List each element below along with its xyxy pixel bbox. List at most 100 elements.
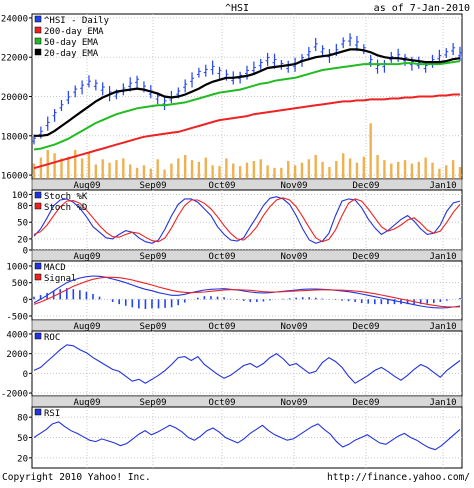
volume-bar [135,167,139,179]
volume-bar [115,160,118,179]
y-tick-label: 100 [12,191,28,201]
x-tick-label: Sep09 [139,252,166,262]
x-tick-label: Dec09 [352,398,379,408]
panel-frame [31,406,463,469]
volume-bar [451,160,455,179]
volume-bar [348,158,352,179]
x-tick-label: Nov09 [280,322,307,332]
legend-swatch [34,262,42,270]
volume-bar [149,168,153,179]
series-line-signal [33,276,461,308]
y-tick-label: 80 [17,414,28,424]
y-tick-label: 0 [23,370,28,380]
y-tick-label: 1000 [6,263,28,273]
x-tick-label: Oct09 [208,322,235,332]
y-tick-label: 80 [17,202,28,212]
x-tick-label: Jan10 [429,398,456,408]
volume-bar [80,158,84,179]
volume-bar [362,156,366,179]
y-tick-label: 24000 [1,14,28,24]
volume-bar [287,161,290,179]
volume-bar [273,167,276,179]
copyright-text: Copyright 2010 Yahoo! Inc. [2,472,151,483]
volume-bar [307,159,311,179]
series-line-roc [33,344,461,384]
ticker-title: ^HSI [225,3,249,14]
source-link[interactable]: http://finance.yahoo.com/ [327,472,470,483]
y-tick-label: 50 [17,219,28,229]
volume-bar [245,162,249,179]
x-tick-label: Nov09 [280,252,307,262]
legend-swatch [34,48,42,56]
x-tick-label: Jan10 [429,322,456,332]
volume-bar [225,158,228,179]
volume-bar [376,155,379,179]
x-tick-label: Nov09 [280,181,307,191]
volume-bar [60,158,63,179]
volume-bar [32,163,36,179]
y-tick-label: 20 [17,235,28,245]
legend-label: Stoch %K [44,192,88,202]
panel-stochastic [29,189,463,262]
volume-bar [321,161,324,179]
volume-bar [87,152,91,179]
volume-bar [108,162,111,179]
volume-bar [424,157,427,179]
y-tick-label: 20 [17,454,28,464]
series-line-rsi [33,421,461,451]
y-tick-label: 50 [17,434,28,444]
volume-bar [403,160,407,179]
panel-rsi [29,406,463,469]
series-line-stoch-d [33,197,461,243]
legend-label: 20-day EMA [44,49,99,59]
x-tick-label: Nov09 [280,398,307,408]
y-tick-label: 500 [12,279,28,289]
volume-bar [197,161,201,179]
legend-label: ^HSI - Daily [44,16,110,26]
legend-swatch [34,15,42,23]
legend-label: RSI [44,409,60,419]
y-tick-label: 4000 [6,330,28,340]
volume-bar [355,162,359,179]
volume-bar [445,165,448,179]
legend-label: 50-day EMA [44,38,99,48]
x-tick-label: Oct09 [208,398,235,408]
volume-bar [238,166,242,179]
legend-swatch [34,37,42,45]
volume-bar [300,162,304,179]
volume-bar [335,161,338,179]
volume-bar [369,123,372,179]
as-of-date: as of 7-Jan-2010 [374,3,470,14]
y-tick-label: -500 [6,313,28,323]
x-tick-label: Oct09 [208,181,235,191]
y-tick-label: 0 [23,247,28,257]
volume-bar [101,159,104,179]
volume-bar [252,161,256,179]
volume-bar [341,153,345,179]
x-tick-label: Aug09 [73,181,100,191]
legend-label: MACD [44,263,66,273]
volume-bar [170,163,173,179]
legend-label: 200-day EMA [44,27,104,37]
y-tick-label: 22000 [1,54,28,64]
source-url[interactable]: http://finance.yahoo.com/ [327,472,470,483]
volume-bar [211,165,214,179]
x-tick-label: Aug09 [73,398,100,408]
volume-bar [293,165,297,179]
x-tick-label: Aug09 [73,322,100,332]
x-tick-label: Dec09 [352,322,379,332]
volume-bar [94,164,98,179]
x-tick-label: Sep09 [139,181,166,191]
y-tick-label: -2000 [1,390,28,400]
volume-bar [218,166,221,179]
panel-frame [31,189,463,251]
x-tick-label: Oct09 [208,252,235,262]
volume-bar [417,161,420,179]
volume-bar [458,167,462,179]
panel-roc [29,330,463,408]
panel--hsi [29,13,463,191]
x-tick-label: Aug09 [73,252,100,262]
panel-macd [29,260,463,332]
volume-bar [410,163,414,179]
